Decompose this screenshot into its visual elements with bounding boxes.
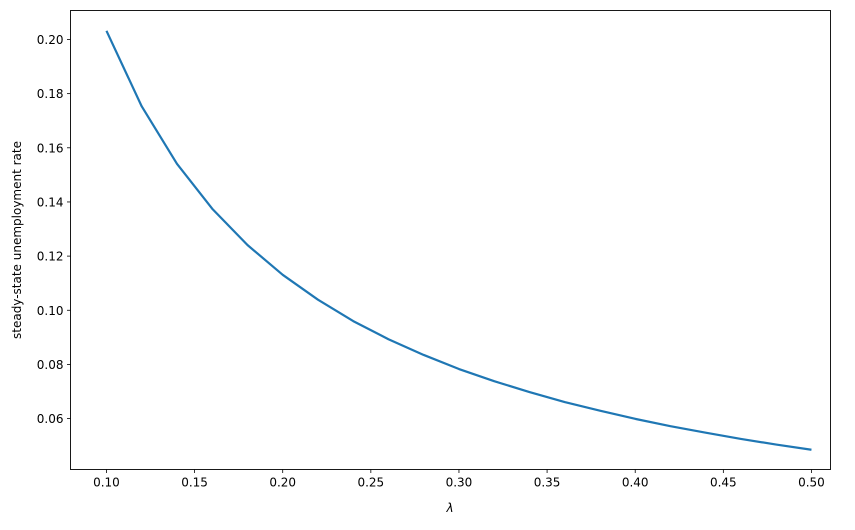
axes-frame — [70, 10, 831, 470]
x-tick-label: 0.15 — [181, 476, 208, 490]
y-tick-label: 0.08 — [37, 358, 64, 372]
y-tick-label: 0.20 — [37, 33, 64, 47]
x-tick-label: 0.50 — [798, 476, 825, 490]
y-tick-label: 0.10 — [37, 304, 64, 318]
x-axis: 0.10 0.15 0.20 0.25 0.30 0.35 0.40 0.45 0.50 — [93, 469, 825, 490]
y-tick-label: 0.18 — [37, 87, 64, 101]
plot-area — [105, 30, 812, 451]
y-tick-label: 0.16 — [37, 141, 64, 155]
x-tick-label: 0.10 — [93, 476, 120, 490]
y-axis-label: steady-state unemployment rate — [10, 141, 24, 339]
x-tick-label: 0.45 — [710, 476, 737, 490]
x-axis-label: λ — [445, 501, 453, 515]
x-tick-label: 0.30 — [446, 476, 473, 490]
x-tick-label: 0.40 — [622, 476, 649, 490]
y-tick-label: 0.06 — [37, 412, 64, 426]
x-tick-label: 0.35 — [534, 476, 561, 490]
x-tick-label: 0.25 — [357, 476, 384, 490]
y-tick-label: 0.14 — [37, 195, 64, 209]
y-tick-label: 0.12 — [37, 250, 64, 264]
y-axis: 0.06 0.08 0.10 0.12 0.14 0.16 0.18 0.20 — [37, 33, 71, 426]
x-tick-label: 0.20 — [269, 476, 296, 490]
series-line — [105, 30, 812, 451]
